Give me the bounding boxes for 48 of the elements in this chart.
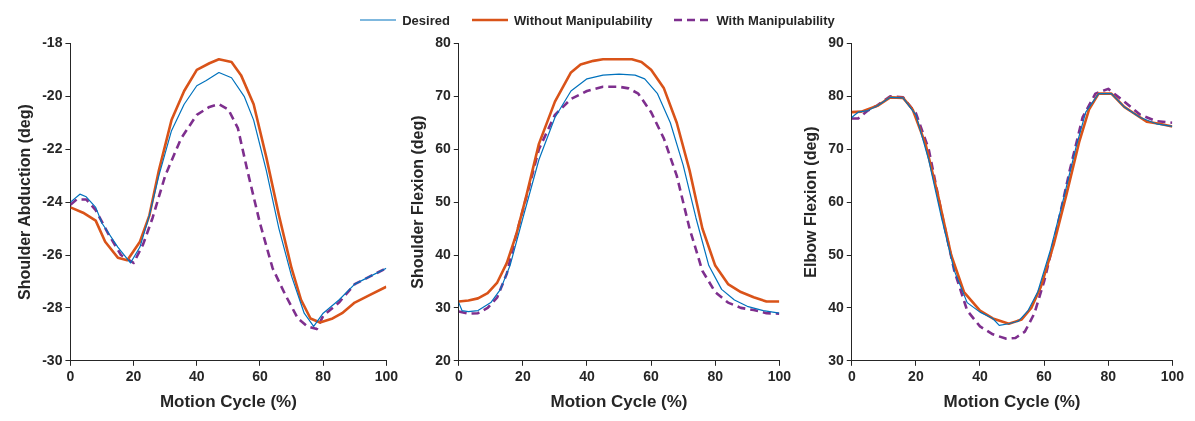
x-tick-label: 60 bbox=[252, 368, 268, 385]
y-tick-label: -24 bbox=[42, 192, 63, 209]
y-tick-label: 40 bbox=[435, 245, 451, 262]
y-tick-label: 30 bbox=[828, 351, 844, 368]
y-tick-label: -18 bbox=[42, 34, 63, 51]
y-tick-label: -20 bbox=[42, 87, 63, 104]
y-tick-label: -22 bbox=[42, 140, 63, 157]
y-tick-label: 90 bbox=[828, 34, 844, 51]
x-tick-label: 100 bbox=[767, 368, 792, 385]
x-tick-label: 80 bbox=[1100, 368, 1117, 385]
x-tick-label: 100 bbox=[374, 368, 399, 385]
x-tick-label: 80 bbox=[707, 368, 724, 385]
y-tick-label: 40 bbox=[828, 298, 844, 315]
x-tick-label: 20 bbox=[908, 368, 924, 385]
y-tick-label: 20 bbox=[435, 351, 451, 368]
legend-label: Without Manipulability bbox=[513, 12, 653, 28]
x-axis-title: Motion Cycle (%) bbox=[550, 392, 688, 412]
x-tick-label: 40 bbox=[189, 368, 205, 385]
x-tick-label: 0 bbox=[66, 368, 75, 385]
x-axis-title: Motion Cycle (%) bbox=[159, 392, 297, 412]
x-tick-label: 80 bbox=[315, 368, 332, 385]
x-tick-label: 20 bbox=[125, 368, 142, 385]
legend-label: With Manipulability bbox=[716, 12, 835, 28]
y-tick-label: 70 bbox=[435, 87, 451, 104]
x-tick-label: 60 bbox=[1036, 368, 1053, 385]
y-tick-label: -30 bbox=[42, 351, 63, 368]
x-tick-label: 0 bbox=[847, 368, 856, 385]
y-tick-label: 80 bbox=[435, 34, 451, 51]
y-axis-title: Elbow Flexion (deg) bbox=[802, 126, 820, 278]
y-tick-label: 80 bbox=[828, 87, 844, 104]
legend-label: Desired bbox=[402, 12, 450, 28]
y-tick-label: 60 bbox=[828, 192, 844, 209]
x-tick-label: 0 bbox=[454, 368, 463, 385]
x-tick-label: 40 bbox=[579, 368, 595, 385]
y-axis-title: Shoulder Abduction (deg) bbox=[16, 104, 34, 301]
y-tick-label: 30 bbox=[435, 298, 451, 315]
y-tick-label: 70 bbox=[828, 140, 844, 157]
y-tick-label: -26 bbox=[42, 245, 63, 262]
y-tick-label: -28 bbox=[42, 298, 63, 315]
x-tick-label: 100 bbox=[1160, 368, 1185, 385]
x-axis-title: Motion Cycle (%) bbox=[943, 392, 1081, 412]
y-tick-label: 50 bbox=[828, 245, 844, 262]
y-tick-label: 60 bbox=[435, 140, 451, 157]
y-axis-title: Shoulder Flexion (deg) bbox=[409, 115, 427, 289]
x-tick-label: 40 bbox=[972, 368, 988, 385]
y-tick-label: 50 bbox=[435, 192, 451, 209]
x-tick-label: 60 bbox=[643, 368, 660, 385]
x-tick-label: 20 bbox=[515, 368, 531, 385]
